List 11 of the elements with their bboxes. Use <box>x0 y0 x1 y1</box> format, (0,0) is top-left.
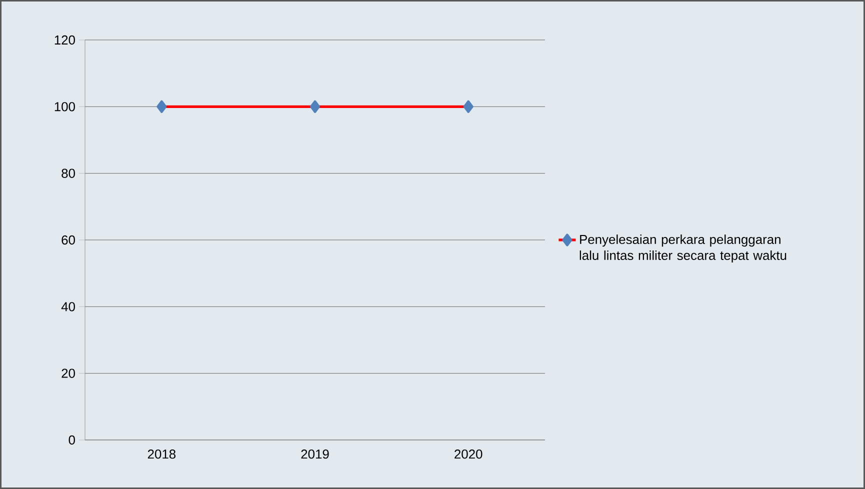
y-tick-label: 60 <box>62 235 75 245</box>
x-tick-label: 2020 <box>454 450 482 459</box>
y-tick-label: 20 <box>62 368 75 378</box>
x-tick-label: 2018 <box>148 450 176 459</box>
y-tick-label: 80 <box>62 168 75 178</box>
legend-label: Penyelesaian perkara pelanggaran lalu lintas militer secara tepat waktu <box>580 234 786 263</box>
y-tick-label: 40 <box>61 302 75 312</box>
y-tick-label: 100 <box>54 102 75 112</box>
y-tick-label: 0 <box>68 435 75 445</box>
y-tick-label: 120 <box>54 35 75 45</box>
x-tick-label: 2019 <box>301 450 329 459</box>
